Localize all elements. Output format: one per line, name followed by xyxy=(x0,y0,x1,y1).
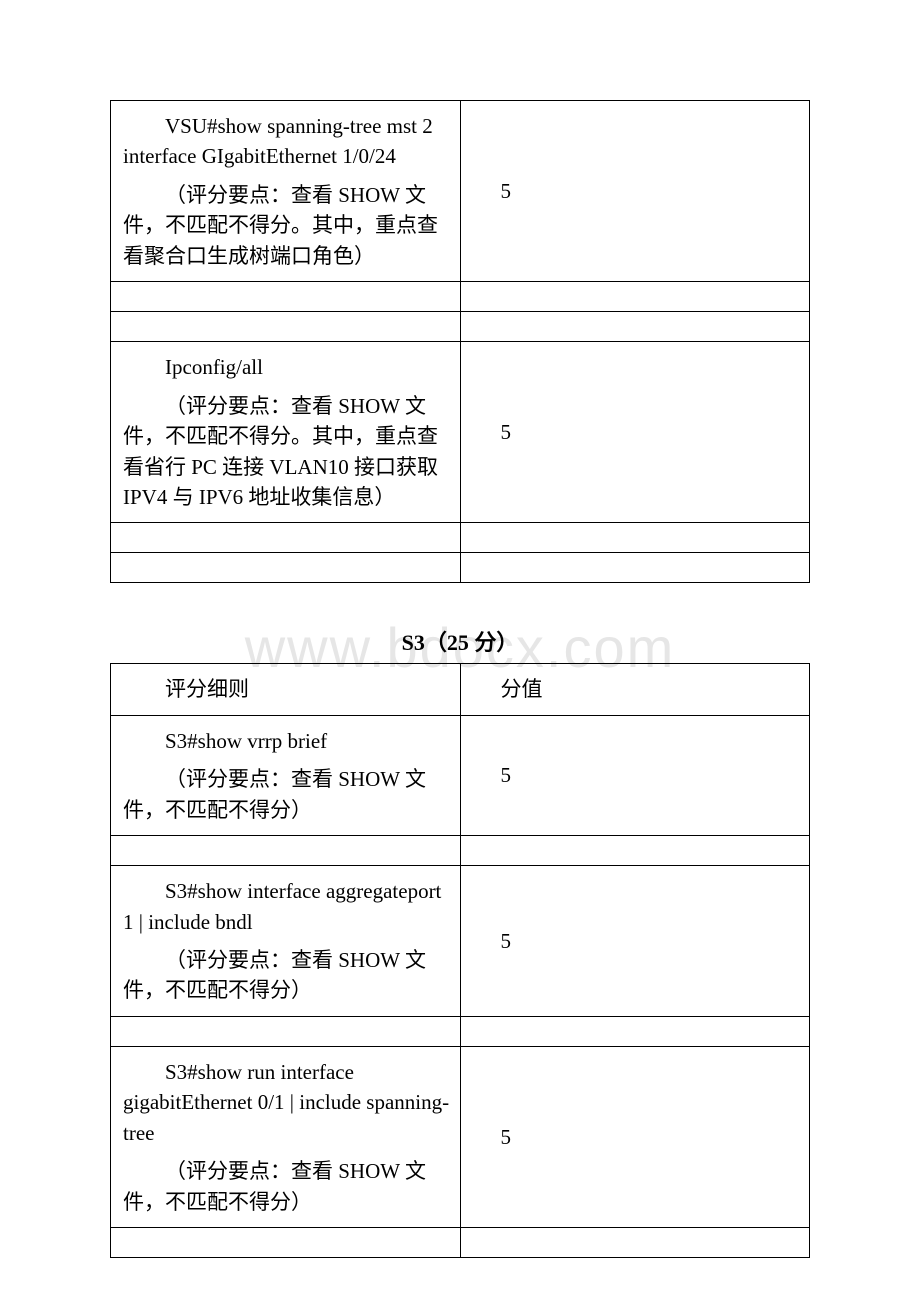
cell-score: 5 xyxy=(460,101,810,282)
cell-line-2: （评分要点：查看 SHOW 文件，不匹配不得分。其中，重点查看聚合口生成树端口角… xyxy=(123,180,452,271)
table-row-empty xyxy=(111,523,810,553)
table-2: 评分细则 分值 S3#show vrrp brief （评分要点：查看 SHOW… xyxy=(110,663,810,1258)
header-right: 分值 xyxy=(460,664,810,715)
cell-line-1: VSU#show spanning-tree mst 2 interface G… xyxy=(123,111,452,172)
cell-score: 5 xyxy=(460,715,810,835)
table-row-empty xyxy=(111,1228,810,1258)
cell-line-1: S3#show interface aggregateport 1 | incl… xyxy=(123,876,452,937)
table-row-empty xyxy=(111,553,810,583)
table-row-empty xyxy=(111,1016,810,1046)
cell-line-1: S3#show run interface gigabitEthernet 0/… xyxy=(123,1057,452,1148)
cell-line-2: （评分要点：查看 SHOW 文件，不匹配不得分） xyxy=(123,1156,452,1217)
table-row-empty xyxy=(111,836,810,866)
table-1: VSU#show spanning-tree mst 2 interface G… xyxy=(110,100,810,583)
table-row: S3#show run interface gigabitEthernet 0/… xyxy=(111,1046,810,1227)
table-row-empty xyxy=(111,282,810,312)
cell-line-1: Ipconfig/all xyxy=(123,352,452,382)
header-left: 评分细则 xyxy=(123,674,452,704)
table-row: VSU#show spanning-tree mst 2 interface G… xyxy=(111,101,810,282)
cell-score: 5 xyxy=(460,866,810,1017)
table-row: S3#show interface aggregateport 1 | incl… xyxy=(111,866,810,1017)
table-row: S3#show vrrp brief （评分要点：查看 SHOW 文件，不匹配不… xyxy=(111,715,810,835)
table-row: Ipconfig/all （评分要点：查看 SHOW 文件，不匹配不得分。其中，… xyxy=(111,342,810,523)
table-header-row: 评分细则 分值 xyxy=(111,664,810,715)
cell-line-2: （评分要点：查看 SHOW 文件，不匹配不得分） xyxy=(123,764,452,825)
cell-score: 5 xyxy=(460,1046,810,1227)
cell-line-1: S3#show vrrp brief xyxy=(123,726,452,756)
page-content: VSU#show spanning-tree mst 2 interface G… xyxy=(110,100,810,1258)
cell-line-2: （评分要点：查看 SHOW 文件，不匹配不得分。其中，重点查看省行 PC 连接 … xyxy=(123,391,452,513)
section-title-s3: S3（25 分） xyxy=(110,625,810,657)
cell-line-2: （评分要点：查看 SHOW 文件，不匹配不得分） xyxy=(123,945,452,1006)
cell-score: 5 xyxy=(460,342,810,523)
table-row-empty xyxy=(111,312,810,342)
